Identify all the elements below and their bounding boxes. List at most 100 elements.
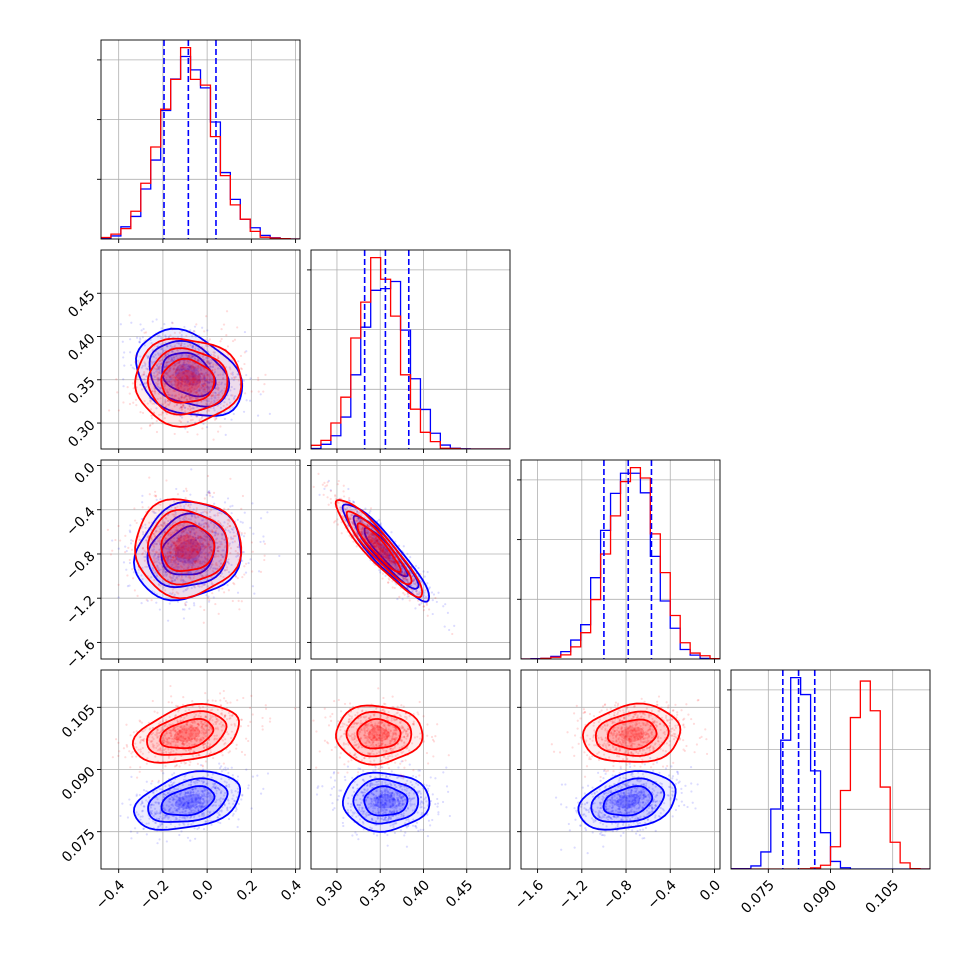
sample-point-blue — [173, 579, 177, 582]
panel-2-1 — [307, 459, 511, 663]
sample-point-red — [197, 374, 200, 377]
sample-point-blue — [146, 599, 149, 603]
sample-point-red — [199, 375, 202, 378]
sample-point-blue — [198, 379, 201, 382]
sample-point-blue — [121, 340, 124, 343]
sample-point-red — [144, 339, 148, 342]
sample-point-blue — [184, 427, 187, 430]
sample-point-blue — [150, 342, 153, 345]
sample-point-red — [216, 362, 219, 365]
sample-point-blue — [156, 565, 159, 568]
density-fill-red — [174, 370, 201, 392]
sample-point-blue — [117, 596, 120, 599]
sample-point-blue — [202, 538, 205, 541]
sample-point-red — [330, 501, 333, 504]
sample-point-blue — [257, 570, 261, 573]
sample-point-red — [216, 404, 219, 407]
sample-point-red — [154, 367, 157, 371]
sample-point-blue — [191, 369, 194, 373]
sample-point-red — [428, 608, 431, 611]
sample-point-blue — [193, 538, 197, 542]
sample-point-red — [136, 594, 139, 598]
sample-point-blue — [224, 433, 227, 436]
sample-point-red — [165, 381, 169, 384]
sample-point-red — [160, 345, 163, 349]
sample-point-red — [157, 362, 160, 365]
sample-point-blue — [241, 521, 244, 524]
sample-point-blue — [188, 375, 191, 378]
sample-point-red — [168, 403, 171, 406]
sample-point-red — [243, 351, 246, 354]
sample-point-blue — [414, 564, 418, 568]
sample-point-blue — [171, 350, 174, 353]
sample-point-blue — [201, 385, 205, 388]
sample-point-red — [197, 369, 200, 372]
sample-point-blue — [189, 526, 192, 530]
sample-point-red — [240, 600, 243, 603]
sample-point-red — [204, 362, 207, 365]
sample-point-red — [188, 393, 191, 396]
sample-point-blue — [170, 350, 173, 353]
sample-point-blue — [128, 561, 132, 565]
sample-point-red — [156, 367, 159, 370]
sample-point-red — [202, 351, 206, 354]
sample-point-blue — [186, 370, 189, 374]
sample-point-blue — [245, 350, 248, 353]
sample-point-blue — [185, 354, 188, 357]
sample-point-blue — [181, 545, 184, 548]
sample-point-blue — [157, 366, 160, 369]
sample-point-red — [185, 374, 189, 378]
sample-point-red — [177, 393, 181, 396]
sample-point-red — [222, 404, 225, 408]
sample-point-blue — [203, 382, 206, 385]
sample-point-blue — [183, 406, 186, 409]
sample-point-red — [231, 339, 235, 343]
sample-point-blue — [188, 367, 191, 370]
sample-point-blue — [266, 772, 270, 775]
sample-point-blue — [197, 364, 200, 367]
sample-point-red — [193, 330, 196, 333]
sample-point-blue — [174, 554, 177, 557]
sample-point-blue — [157, 368, 160, 371]
sample-point-blue — [205, 356, 208, 360]
sample-point-red — [161, 343, 165, 346]
sample-point-red — [188, 383, 191, 386]
sample-point-red — [177, 386, 180, 389]
sample-point-blue — [192, 535, 195, 539]
sample-point-blue — [164, 354, 168, 358]
sample-point-blue — [160, 343, 163, 346]
sample-point-red — [369, 507, 373, 510]
sample-point-blue — [165, 371, 168, 374]
sample-point-red — [391, 580, 394, 583]
sample-point-red — [425, 602, 428, 605]
sample-point-red — [178, 370, 181, 373]
sample-point-blue — [167, 547, 170, 551]
sample-point-blue — [231, 373, 234, 376]
sample-point-blue — [159, 348, 162, 351]
sample-point-blue — [139, 355, 142, 358]
sample-point-blue — [205, 344, 208, 347]
sample-point-red — [188, 343, 192, 346]
sample-point-red — [162, 394, 165, 397]
sample-point-blue — [224, 383, 227, 386]
sample-point-blue — [190, 396, 193, 399]
sample-point-red — [426, 614, 429, 617]
sample-point-red — [203, 330, 206, 333]
sample-point-blue — [201, 355, 204, 358]
grid-2-1 — [311, 460, 510, 659]
sample-point-red — [197, 366, 200, 369]
sample-point-red — [193, 376, 196, 380]
sample-point-red — [190, 386, 193, 389]
sample-point-blue — [249, 558, 252, 561]
sample-point-red — [207, 339, 210, 342]
sample-point-red — [202, 385, 205, 389]
sample-point-red — [194, 344, 198, 347]
sample-point-blue — [198, 387, 201, 391]
sample-point-red — [136, 377, 139, 380]
panel-2-0: −1.6−1.2−0.8−0.40.0 — [63, 459, 301, 672]
sample-point-blue — [178, 376, 181, 379]
sample-point-blue — [242, 550, 245, 554]
sample-point-red — [201, 414, 204, 417]
sample-point-blue — [192, 373, 195, 376]
sample-point-blue — [252, 532, 255, 535]
